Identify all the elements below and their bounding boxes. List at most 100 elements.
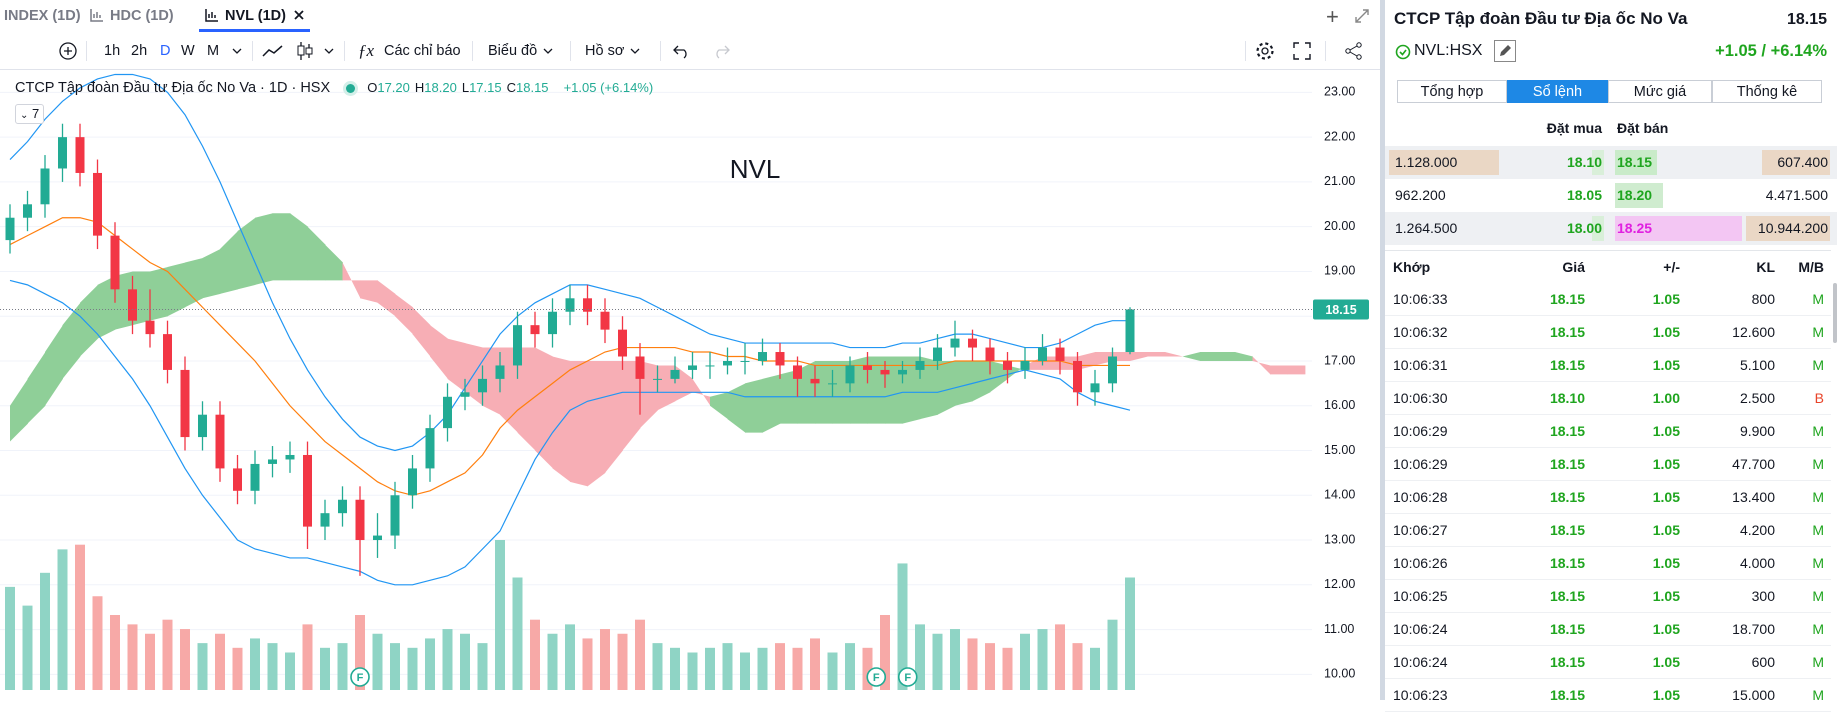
cloud-segment — [447, 338, 466, 393]
ohlc-value: 17.20 — [377, 80, 410, 95]
trade-time: 10:06:31 — [1393, 357, 1448, 373]
share-icon[interactable] — [1345, 42, 1363, 60]
tab[interactable]: NVL (1D) — [199, 0, 310, 32]
trade-volume: 4.000 — [1739, 555, 1775, 571]
redo-icon[interactable] — [712, 43, 730, 59]
interval-button[interactable]: W — [181, 43, 195, 59]
candle-body — [1090, 383, 1100, 393]
settings-icon[interactable] — [1255, 41, 1275, 61]
candle-body — [338, 499, 347, 514]
candle-body — [968, 338, 977, 348]
trade-side: M — [1812, 654, 1824, 670]
y-tick-label: 19.00 — [1324, 264, 1355, 278]
candle-body — [950, 338, 960, 348]
indicators-button[interactable]: Các chỉ báo — [384, 43, 461, 59]
volume-bar — [232, 647, 243, 690]
cloud-segment — [1217, 352, 1236, 361]
trade-time: 10:06:29 — [1393, 423, 1448, 439]
volume-bar — [897, 563, 908, 690]
toolbar: 1h 2h D W M ƒx Các chỉ báo Biểu đồ Hồ sơ — [0, 33, 1380, 70]
chevron[interactable] — [630, 47, 640, 55]
volume-bar — [285, 652, 295, 690]
interval-button[interactable]: D — [160, 43, 171, 59]
add-symbol-icon[interactable] — [58, 41, 78, 61]
y-tick-label: 20.00 — [1324, 219, 1355, 233]
cloud-segment — [1182, 352, 1201, 361]
trade-price: 18.15 — [1549, 522, 1585, 538]
panel-tab[interactable]: Mức giá — [1608, 80, 1712, 103]
book-header: Đặt mua Đặt bán — [1385, 112, 1837, 145]
cloud-segment — [167, 262, 186, 317]
cloud-segment — [1095, 352, 1113, 366]
cloud-segment — [552, 356, 571, 482]
interval-button[interactable]: M — [207, 43, 220, 59]
interval-button[interactable]: 2h — [131, 43, 148, 59]
add-tab-icon[interactable]: + — [1326, 4, 1339, 29]
candle-body — [618, 329, 627, 357]
volume-bar — [1107, 619, 1118, 690]
volume-bar — [810, 638, 820, 690]
profile-button[interactable]: Hồ sơ — [585, 43, 625, 59]
trade-diff: 1.05 — [1652, 588, 1680, 604]
expand-icon[interactable] — [1354, 8, 1370, 24]
depth-bar — [1592, 216, 1604, 241]
candle-body — [758, 352, 767, 361]
chart-legend: CTCP Tập đoàn Đầu tư Địa ốc No Va · 1D ·… — [15, 80, 653, 96]
interval-button[interactable]: 1h — [104, 43, 121, 59]
bid-price: 18.05 — [1566, 187, 1602, 203]
candle-body — [915, 360, 925, 370]
candle-body — [653, 378, 662, 380]
fullscreen-icon[interactable] — [1293, 42, 1311, 60]
cloud-segment — [920, 356, 938, 420]
cloud-segment — [710, 392, 728, 420]
trade-time: 10:06:28 — [1393, 489, 1448, 505]
candle-icon[interactable] — [296, 40, 314, 62]
panel-tab[interactable]: Tổng hợp — [1397, 80, 1507, 103]
trade-side: M — [1812, 687, 1824, 703]
volume-bar — [57, 549, 68, 690]
volume-bar — [1125, 577, 1135, 690]
panel-tab[interactable]: Sổ lệnh — [1507, 80, 1608, 103]
candle-body — [688, 365, 697, 370]
stock-name: CTCP Tập đoàn Đầu tư Địa ốc No Va — [1394, 9, 1688, 28]
candle-body — [1073, 360, 1082, 393]
candle-body — [285, 454, 295, 460]
chevron[interactable] — [232, 47, 242, 55]
candle-body — [1055, 347, 1065, 361]
tab-icon — [205, 9, 218, 22]
candle-body — [863, 365, 872, 370]
tab[interactable]: INDEX (1D) — [0, 0, 87, 32]
tab[interactable]: HDC (1D) — [84, 0, 180, 32]
trade-diff: 1.05 — [1652, 324, 1680, 340]
undo-icon[interactable] — [673, 43, 691, 59]
volume-bar — [985, 643, 995, 690]
volume-bar — [705, 647, 715, 690]
trade-diff: 1.05 — [1652, 621, 1680, 637]
indicator-toggle[interactable]: ⌄ 7 — [15, 104, 45, 124]
chevron[interactable] — [543, 47, 553, 55]
volume-bar — [635, 619, 645, 690]
volume-bar — [145, 633, 155, 690]
panel-tab[interactable]: Thống kê — [1712, 80, 1822, 103]
event-marker — [350, 667, 370, 687]
side-header: M/B — [1798, 259, 1824, 275]
candle-body — [880, 369, 890, 375]
bid-volume: 1.128.000 — [1395, 154, 1458, 170]
volume-bar — [40, 572, 50, 690]
edit-icon[interactable] — [1494, 40, 1516, 62]
chevron[interactable] — [324, 47, 334, 55]
close-tab-icon[interactable] — [294, 10, 304, 20]
candle-body — [985, 347, 995, 361]
trade-time: 10:06:24 — [1393, 621, 1448, 637]
fx-icon[interactable]: ƒx — [358, 41, 375, 60]
volume-bar — [390, 643, 400, 690]
cloud-segment — [1235, 352, 1253, 361]
line-chart-icon[interactable] — [262, 42, 284, 60]
candle-body — [565, 298, 575, 312]
candle-body — [40, 168, 50, 205]
scrollbar[interactable] — [1833, 283, 1837, 343]
volume-bar — [880, 615, 890, 690]
chart-type-button[interactable]: Biểu đồ — [488, 43, 538, 59]
volume-bar — [477, 643, 488, 690]
ask-volume: 4.471.500 — [1765, 187, 1828, 203]
